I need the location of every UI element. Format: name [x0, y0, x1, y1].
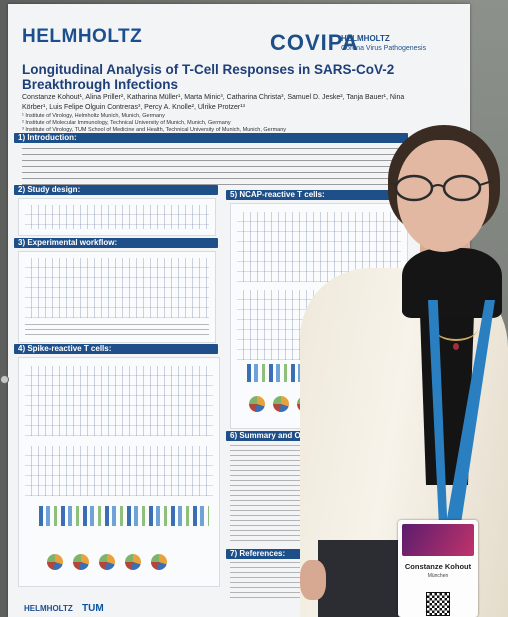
section-experimental-workflow: 3) Experimental workflow:	[14, 238, 218, 248]
bottom-tum-logo: TUM	[82, 603, 104, 614]
section-study-design: 2) Study design:	[14, 185, 218, 195]
spike-dotplots-2	[25, 446, 213, 496]
pushpin-icon	[0, 375, 9, 384]
name-badge: Constanze Kohout München	[398, 520, 478, 617]
spike-dotplots	[25, 366, 213, 436]
section-introduction: 1) Introduction:	[14, 133, 408, 143]
glasses-icon	[390, 174, 493, 202]
workflow-caption	[25, 324, 209, 338]
section-spike-reactive: 4) Spike-reactive T cells:	[14, 344, 218, 354]
necklace-pendant	[453, 343, 459, 350]
covipa-logo: COVIPA	[270, 30, 359, 55]
study-design-figure	[18, 198, 216, 236]
affiliation-2: ² Institute of Molecular Immunology, Tec…	[22, 120, 231, 126]
helmholtz-logo: HELMHOLTZ	[22, 26, 143, 47]
person-hand	[300, 560, 326, 600]
study-design-timeline	[25, 205, 209, 229]
workflow-figure	[18, 251, 216, 343]
affiliation-1: ¹ Institute of Virology, Helmholtz Munic…	[22, 113, 165, 119]
badge-name: Constanze Kohout	[404, 562, 472, 571]
section-ncap-reactive: 5) NCAP-reactive T cells:	[226, 190, 406, 200]
spike-figure	[18, 357, 220, 587]
spike-pie-5	[151, 554, 167, 570]
covipa-subtitle-2: Corona Virus Pathogenesis	[341, 45, 427, 52]
covipa-subtitle-1: HELMHOLTZ	[341, 34, 390, 43]
badge-header-graphic	[402, 524, 474, 556]
qr-code-icon	[426, 592, 450, 616]
workflow-diagram	[25, 258, 209, 318]
spike-pie-4	[125, 554, 141, 570]
ncap-pie-1	[249, 396, 265, 412]
badge-city: München	[427, 573, 449, 579]
spike-pie-1	[47, 554, 63, 570]
poster-authors: Constanze Kohout¹, Alina Priller², Katha…	[22, 94, 405, 111]
ncap-pie-2	[273, 396, 289, 412]
spike-bar-chart	[39, 506, 209, 526]
affiliation-3: ³ Institute of Virology, TUM School of M…	[22, 127, 287, 133]
necklace	[434, 315, 478, 341]
poster-title: Longitudinal Analysis of T-Cell Response…	[22, 62, 395, 92]
spike-pie-3	[99, 554, 115, 570]
poster-affiliations: ¹ Institute of Virology, Helmholtz Munic…	[22, 113, 322, 134]
bottom-helmholtz-logo: HELMHOLTZ	[24, 604, 73, 613]
introduction-text-block	[22, 148, 412, 190]
spike-pie-2	[73, 554, 89, 570]
